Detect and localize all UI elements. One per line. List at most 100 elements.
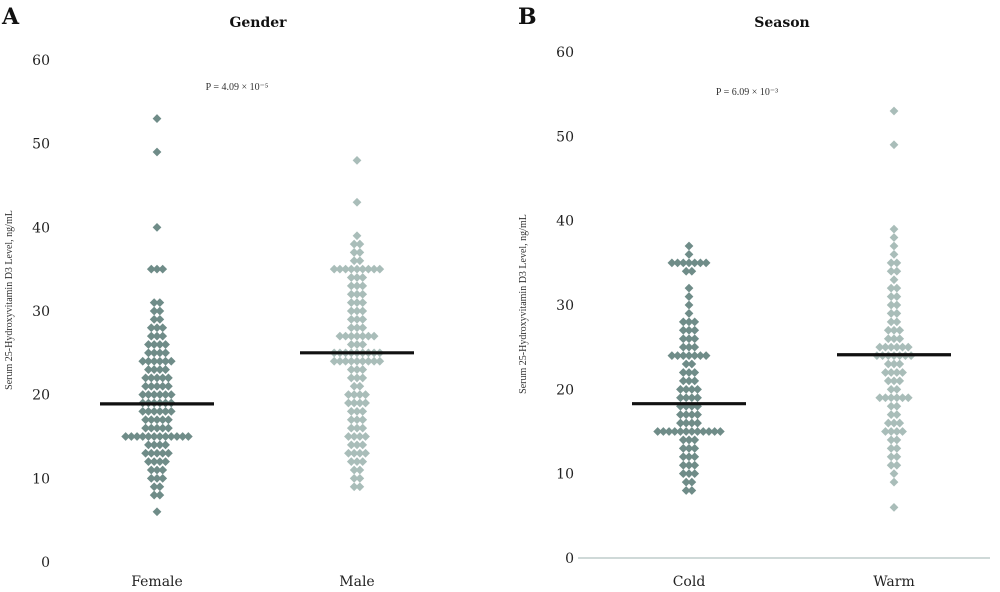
data-point [889,233,899,242]
data-point [341,356,350,366]
data-point [895,325,905,335]
data-point [690,443,700,453]
data-point [678,325,688,335]
data-point [346,264,356,274]
data-point [352,440,362,450]
data-point [158,264,168,274]
data-point [132,432,142,441]
data-point [352,306,362,316]
data-point [358,356,368,366]
data-point [681,384,691,394]
data-point [344,432,353,441]
data-point [346,298,356,308]
data-point [355,398,365,408]
data-point [352,423,362,433]
data-point [346,314,356,324]
data-point [678,435,688,445]
data-point [684,342,694,352]
data-point [329,264,339,274]
data-point [889,325,899,335]
data-point [346,423,356,433]
data-point [346,323,356,333]
data-point [138,432,148,441]
data-point [889,469,899,479]
data-point [886,427,896,436]
data-point [164,373,173,383]
data-point [358,373,368,383]
data-point [155,306,165,316]
data-point [687,477,697,487]
data-point [895,418,905,428]
data-point [161,457,170,466]
data-point [166,432,176,441]
data-point [898,342,907,352]
data-point [152,323,162,333]
data-point [355,256,365,266]
data-point [684,300,694,310]
data-point [892,401,902,411]
data-point [346,407,356,416]
data-point [161,365,170,374]
panel-a: A Gender 0 10 20 30 40 50 60 Serum 25-Hydroxyvita… [1,4,414,590]
data-point [364,356,373,366]
data-point [892,309,902,318]
data-point [349,381,359,391]
data-point [684,309,694,318]
data-point [892,342,902,352]
data-point [355,381,365,391]
data-point [886,283,896,293]
data-point [155,432,165,441]
data-point [358,314,368,324]
data-point [146,448,156,458]
data-point [155,457,165,466]
data-point [344,448,353,458]
data-point [892,435,902,445]
data-point [152,473,162,483]
data-point [690,258,700,268]
data-point [152,448,162,458]
data-point [681,359,691,369]
data-point [355,482,365,492]
data-point [352,156,362,165]
data-point [146,415,156,425]
data-point [895,359,905,369]
data-point [886,401,896,411]
data-point [158,473,168,483]
data-point [358,298,368,308]
data-point [146,473,156,483]
data-point [895,376,905,386]
data-point [678,469,688,479]
data-point [676,384,685,394]
data-point [889,224,899,234]
x-category-label: Warm [873,574,915,590]
data-point [355,473,365,483]
data-point [886,384,896,394]
data-point [152,415,162,425]
data-point [886,443,896,453]
data-point [152,114,162,123]
data-point [892,283,902,293]
data-point [166,407,176,416]
data-point [346,281,356,291]
data-point [158,465,168,475]
data-point [152,423,162,433]
data-point [684,283,694,293]
data-point [346,365,356,374]
data-point [667,351,677,360]
data-point [183,432,193,441]
data-point [346,331,356,341]
data-point [701,351,711,360]
data-point [892,300,902,310]
data-point [690,460,700,470]
data-point [895,334,905,344]
data-point [886,292,896,301]
data-point [138,356,148,366]
data-point [886,393,896,403]
data-point [155,407,165,416]
data-point [681,410,691,420]
y-tick-label: 20 [556,382,574,398]
data-point [684,435,694,445]
y-tick-label: 30 [32,304,50,320]
data-point [355,432,365,441]
data-point [710,427,720,436]
